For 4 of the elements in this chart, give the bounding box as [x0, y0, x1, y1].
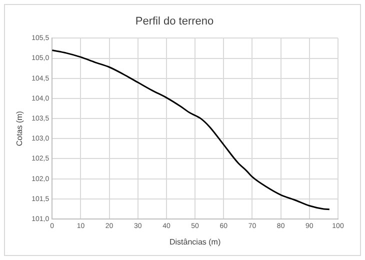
y-axis-title: Cotas (m): [15, 110, 24, 146]
x-axis-title: Distâncias (m): [169, 237, 221, 246]
line-series: [52, 50, 330, 210]
chart-title: Perfil do terreno: [135, 16, 214, 28]
